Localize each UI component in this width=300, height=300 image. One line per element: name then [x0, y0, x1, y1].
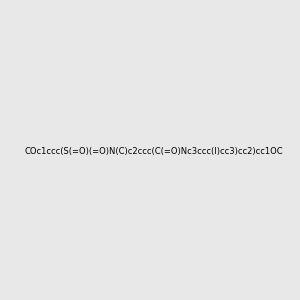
Text: COc1ccc(S(=O)(=O)N(C)c2ccc(C(=O)Nc3ccc(I)cc3)cc2)cc1OC: COc1ccc(S(=O)(=O)N(C)c2ccc(C(=O)Nc3ccc(I…	[24, 147, 283, 156]
